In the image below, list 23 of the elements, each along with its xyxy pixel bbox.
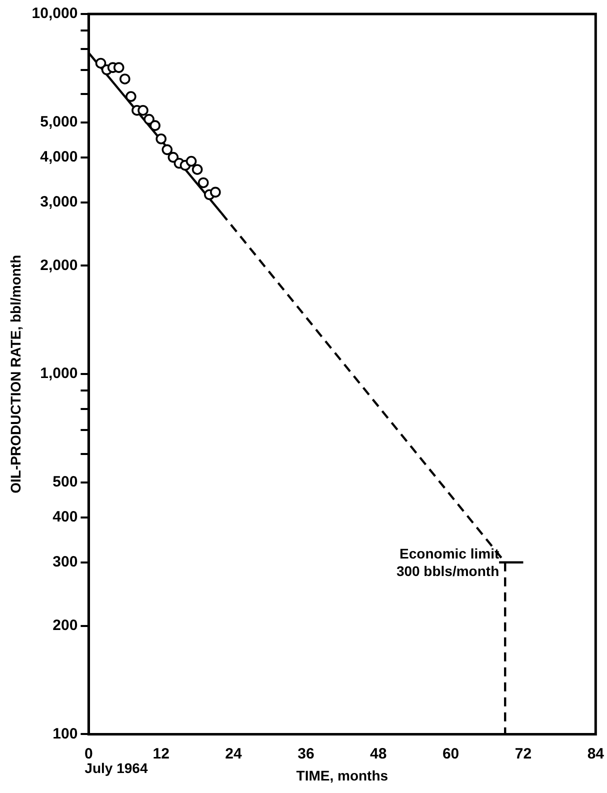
y-tick-label: 500 xyxy=(52,474,78,491)
y-tick-label: 10,000 xyxy=(32,5,78,22)
x-tick-label: 48 xyxy=(370,745,387,762)
y-tick-label: 2,000 xyxy=(40,256,78,274)
text: July 1964 xyxy=(84,760,148,776)
x-tick-label: 72 xyxy=(514,745,532,762)
y-tick-label: 200 xyxy=(52,616,78,634)
x-tick-label: 12 xyxy=(152,745,170,762)
x-tick-label: 0 xyxy=(84,745,93,762)
x-axis-title: TIME, months xyxy=(296,767,388,784)
x-tick-label: 60 xyxy=(442,745,460,762)
x-tick-label: 36 xyxy=(298,745,314,762)
y-tick-label: 4,000 xyxy=(40,148,78,166)
annotation: Economic limit 300 bbls/month xyxy=(396,545,500,580)
y-tick-label: 1,000 xyxy=(40,365,78,382)
y-tick-label: 5,000 xyxy=(40,114,78,131)
y-axis-title: OIL-PRODUCTION RATE, bbl/month xyxy=(7,254,24,494)
y-tick-label: 3,000 xyxy=(40,193,78,210)
y-tick-label: 100 xyxy=(52,725,78,742)
y-tick-label: 300 xyxy=(52,554,78,571)
x-tick-label: 24 xyxy=(225,745,243,762)
y-tick-label: 400 xyxy=(52,508,78,526)
x-tick-label: 84 xyxy=(587,745,605,762)
